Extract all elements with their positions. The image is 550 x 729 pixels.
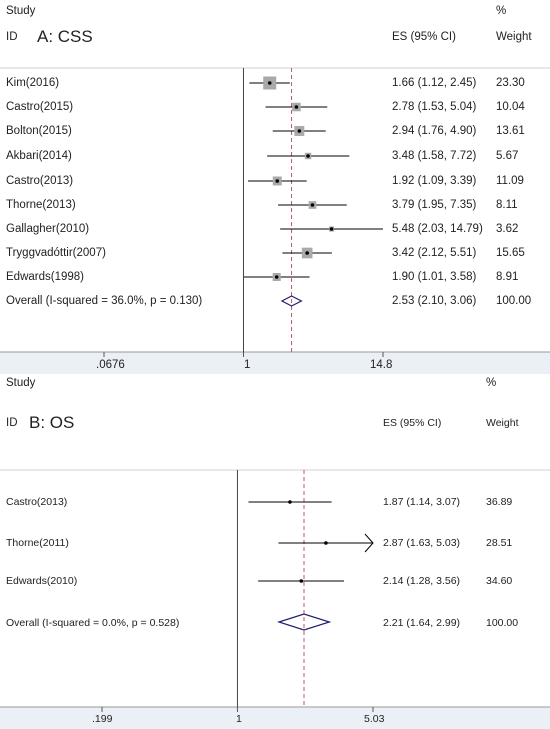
study-label: Bolton(2015) <box>6 125 72 137</box>
point-estimate <box>299 579 304 583</box>
weight-text: 36.89 <box>486 496 513 508</box>
panel-a-tick-label: 14.8 <box>370 359 393 371</box>
point-estimate <box>305 251 309 255</box>
weight-text: 3.62 <box>496 223 519 235</box>
es-ci-text: 1.87 (1.14, 3.07) <box>383 496 461 508</box>
point-estimate <box>275 179 280 183</box>
study-label: Thorne(2011) <box>6 537 69 549</box>
panel-a-study-header: Study <box>6 5 36 17</box>
panel-b-tick-label: 1 <box>236 713 242 725</box>
weight-text: 34.60 <box>486 575 513 587</box>
point-estimate <box>306 154 310 158</box>
es-ci-text: 1.90 (1.01, 3.58) <box>392 271 477 283</box>
es-ci-text: 5.48 (2.03, 14.79) <box>392 223 483 235</box>
panel-a-tick-label: .0676 <box>96 359 125 371</box>
point-estimate <box>288 500 292 504</box>
study-label: Castro(2013) <box>6 175 74 187</box>
overall-label: Overall (I-squared = 0.0%, p = 0.528) <box>6 617 180 629</box>
panel-b-es-header: ES (95% CI) <box>383 417 442 429</box>
weight-text: 5.67 <box>496 150 519 162</box>
weight-text: 28.51 <box>486 537 513 549</box>
study-label: Gallagher(2010) <box>6 223 90 235</box>
es-ci-text: 3.79 (1.95, 7.35) <box>392 199 477 211</box>
weight-text: 15.65 <box>496 247 525 259</box>
es-ci-text: 1.66 (1.12, 2.45) <box>392 77 477 89</box>
panel-b <box>0 374 550 707</box>
point-estimate <box>324 541 328 545</box>
study-label: Castro(2015) <box>6 101 74 113</box>
overall-diamond <box>280 295 303 307</box>
study-label: Thorne(2013) <box>6 199 76 211</box>
es-ci-text: 2.78 (1.53, 5.04) <box>392 101 477 113</box>
weight-text: 10.04 <box>496 101 525 113</box>
panel-b-study-header: Study <box>6 377 36 389</box>
panel-b-bottom-strip <box>0 707 550 729</box>
panel-a-id-header: ID <box>6 31 18 43</box>
overall-weight-text: 100.00 <box>496 295 532 307</box>
study-label: Edwards(2010) <box>6 575 78 587</box>
es-ci-text: 2.87 (1.63, 5.03) <box>383 537 461 549</box>
panel-b-weight-header: Weight <box>486 417 519 429</box>
study-label: Akbari(2014) <box>6 150 72 162</box>
ci-arrow <box>364 533 374 553</box>
es-ci-text: 2.94 (1.76, 4.90) <box>392 125 477 137</box>
es-ci-text: 3.42 (2.12, 5.51) <box>392 247 477 259</box>
panel-a-bottom-strip <box>0 352 550 374</box>
weight-text: 13.61 <box>496 125 525 137</box>
panel-a-es-header: ES (95% CI) <box>392 31 456 43</box>
panel-b-title: B: OS <box>29 413 75 432</box>
weight-text: 8.11 <box>496 199 518 211</box>
overall-es-ci-text: 2.21 (1.64, 2.99) <box>383 617 461 629</box>
study-label: Tryggvadóttir(2007) <box>6 247 106 259</box>
point-estimate <box>297 129 302 133</box>
es-ci-text: 3.48 (1.58, 7.72) <box>392 150 477 162</box>
panel-a-weight-header: Weight <box>496 31 532 43</box>
panel-a-title: A: CSS <box>37 27 93 46</box>
panel-a <box>0 0 550 352</box>
panel-a-tick-label: 1 <box>244 359 251 371</box>
study-label: Castro(2013) <box>6 496 68 508</box>
es-ci-text: 1.92 (1.09, 3.39) <box>392 175 477 187</box>
point-estimate <box>274 275 279 279</box>
study-label: Kim(2016) <box>6 77 60 89</box>
overall-label: Overall (I-squared = 36.0%, p = 0.130) <box>6 295 203 307</box>
study-label: Edwards(1998) <box>6 271 84 283</box>
panel-b-id-header: ID <box>6 417 18 429</box>
point-estimate <box>294 105 299 109</box>
es-ci-text: 2.14 (1.28, 3.56) <box>383 575 461 587</box>
weight-text: 8.91 <box>496 271 519 283</box>
panel-b-pct-header: % <box>486 377 497 389</box>
overall-weight-text: 100.00 <box>486 617 519 629</box>
overall-diamond <box>276 613 332 631</box>
point-estimate <box>267 81 272 85</box>
weight-text: 23.30 <box>496 77 525 89</box>
panel-b-tick-label: 5.03 <box>364 713 385 725</box>
panel-a-pct-header: % <box>496 5 507 17</box>
point-estimate <box>310 203 315 207</box>
overall-es-ci-text: 2.53 (2.10, 3.06) <box>392 295 477 307</box>
point-estimate <box>329 227 334 231</box>
weight-text: 11.09 <box>496 175 524 187</box>
panel-b-tick-label: .199 <box>92 713 113 725</box>
